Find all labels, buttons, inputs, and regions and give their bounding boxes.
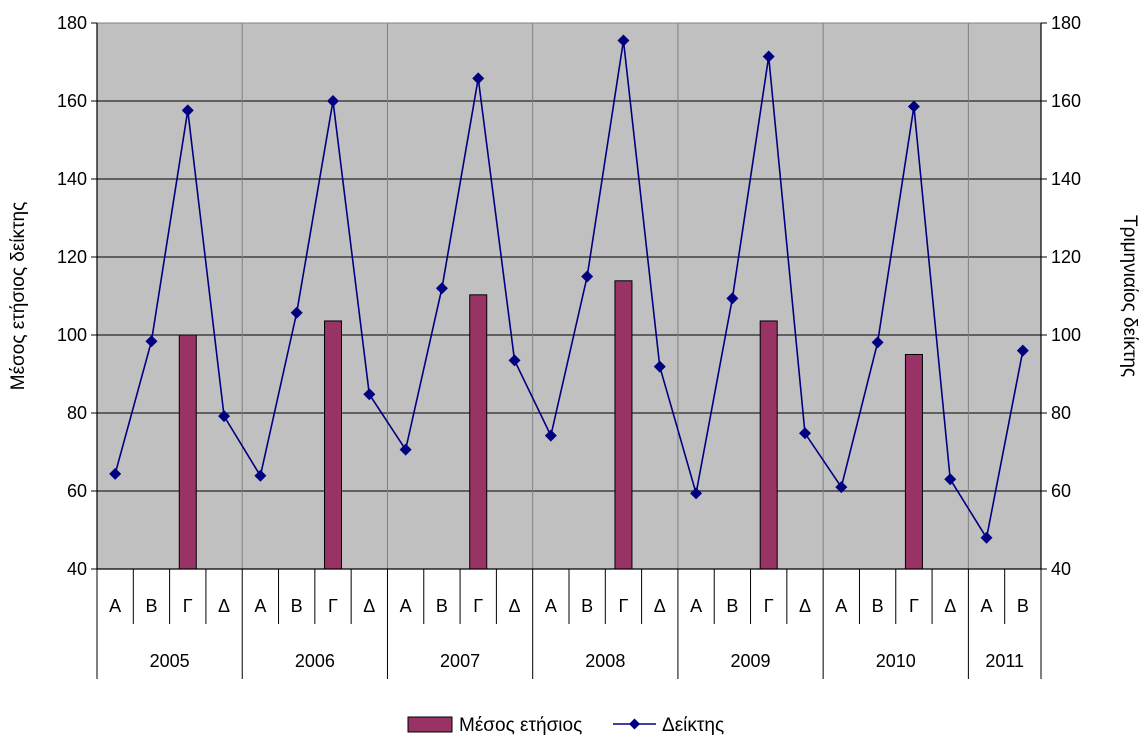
bar: [759, 320, 778, 570]
year-label: 2011: [985, 651, 1024, 671]
quarter-label: Γ: [764, 596, 774, 616]
data-point: [508, 354, 521, 367]
data-point: [762, 50, 775, 63]
data-point: [254, 469, 267, 482]
y-tick-label-right: 160: [1051, 91, 1081, 111]
data-point: [835, 481, 848, 494]
quarter-label: Α: [400, 596, 412, 616]
y-tick-label-left: 160: [57, 91, 87, 111]
data-point: [980, 531, 993, 544]
quarter-label: Β: [145, 596, 157, 616]
quarter-label: Γ: [183, 596, 193, 616]
quarter-label: Β: [291, 596, 303, 616]
y-tick-label-right: 80: [1051, 403, 1071, 423]
data-point: [435, 282, 448, 295]
y-tick-label-left: 100: [57, 325, 87, 345]
data-point: [1016, 344, 1029, 357]
bar: [178, 334, 197, 570]
quarter-label: Γ: [473, 596, 483, 616]
quarter-label: Γ: [619, 596, 629, 616]
quarter-label: Α: [690, 596, 702, 616]
quarter-label: Δ: [509, 596, 521, 616]
legend: Μέσος ετήσιος Δείκτης: [407, 715, 724, 736]
quarter-label: Β: [436, 596, 448, 616]
data-point: [327, 95, 339, 107]
quarter-label: Β: [1017, 596, 1029, 616]
series-line: [114, 40, 1024, 540]
y-tick-label-right: 120: [1051, 247, 1081, 267]
y-tick-label-left: 80: [67, 403, 87, 423]
quarter-label: Β: [581, 596, 593, 616]
data-point: [290, 306, 303, 319]
year-label: 2006: [295, 651, 335, 671]
y-tick-label-right: 100: [1051, 325, 1081, 345]
y-tick-label-left: 40: [67, 559, 87, 579]
quarter-label: Δ: [799, 596, 811, 616]
data-point: [472, 72, 485, 85]
year-label: 2008: [585, 651, 625, 671]
data-point: [363, 388, 376, 401]
bar: [614, 280, 633, 570]
y-tick-label-right: 60: [1051, 481, 1071, 501]
data-point: [544, 429, 557, 442]
quarter-label: Δ: [218, 596, 230, 616]
data-point: [944, 473, 957, 486]
data-point: [145, 335, 158, 348]
y-tick-label-left: 60: [67, 481, 87, 501]
quarter-label: Γ: [909, 596, 919, 616]
data-point: [181, 104, 194, 117]
quarter-label: Δ: [363, 596, 375, 616]
data-point: [907, 100, 920, 113]
quarter-label: Α: [981, 596, 993, 616]
data-point: [399, 443, 412, 456]
quarter-label: Β: [726, 596, 738, 616]
bar: [324, 320, 342, 570]
quarter-label: Α: [254, 596, 266, 616]
year-label: 2007: [440, 651, 480, 671]
y-tick-label-left: 180: [57, 13, 87, 33]
year-label: 2005: [150, 651, 190, 671]
data-point: [617, 34, 630, 47]
y-tick-label-right: 180: [1051, 13, 1081, 33]
bar: [469, 294, 488, 570]
bar: [904, 354, 923, 570]
y-axis-left-title: Μέσος ετήσιος δείκτης: [8, 202, 29, 391]
legend-label-line: Δείκτης: [662, 715, 724, 736]
data-point: [581, 270, 594, 283]
data-point: [109, 467, 122, 480]
data-point: [871, 336, 884, 349]
data-point: [653, 360, 666, 373]
legend-line-marker: [629, 718, 640, 730]
quarter-label: Α: [109, 596, 121, 616]
year-label: 2010: [876, 651, 916, 671]
data-point: [218, 410, 231, 423]
quarter-label: Α: [545, 596, 557, 616]
plot-area: [97, 23, 1041, 569]
quarter-label: Β: [872, 596, 884, 616]
legend-label-bar: Μέσος ετήσιος: [459, 715, 582, 736]
quarter-label: Γ: [328, 596, 338, 616]
y-tick-label-right: 140: [1051, 169, 1081, 189]
year-label: 2009: [731, 651, 771, 671]
y-axis-right-title: Τριμηνιαίος δείκτης: [1119, 215, 1140, 377]
quarter-label: Δ: [944, 596, 956, 616]
data-point: [799, 427, 811, 440]
data-point: [726, 292, 739, 305]
legend-bar-swatch: [407, 716, 453, 733]
quarter-label: Δ: [654, 596, 666, 616]
quarter-label: Α: [835, 596, 847, 616]
data-point: [690, 487, 703, 500]
y-tick-label-left: 140: [57, 169, 87, 189]
y-tick-label-left: 120: [57, 247, 87, 267]
y-tick-label-right: 40: [1051, 559, 1071, 579]
